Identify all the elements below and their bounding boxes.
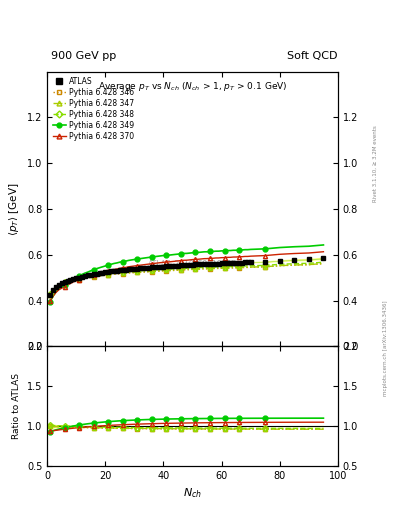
Text: Average $p_T$ vs $N_{ch}$ ($N_{ch}$ > 1, $p_T$ > 0.1 GeV): Average $p_T$ vs $N_{ch}$ ($N_{ch}$ > 1,… [98, 80, 287, 93]
Text: mcplots.cern.ch [arXiv:1306.3436]: mcplots.cern.ch [arXiv:1306.3436] [383, 301, 387, 396]
Y-axis label: $\langle p_T \rangle$ [GeV]: $\langle p_T \rangle$ [GeV] [7, 182, 21, 236]
Text: 900 GeV pp: 900 GeV pp [51, 51, 116, 61]
Y-axis label: Ratio to ATLAS: Ratio to ATLAS [12, 373, 21, 439]
Legend: ATLAS, Pythia 6.428 346, Pythia 6.428 347, Pythia 6.428 348, Pythia 6.428 349, P: ATLAS, Pythia 6.428 346, Pythia 6.428 34… [51, 75, 136, 142]
X-axis label: $N_{ch}$: $N_{ch}$ [183, 486, 202, 500]
Text: Rivet 3.1.10, ≥ 3.2M events: Rivet 3.1.10, ≥ 3.2M events [373, 125, 378, 202]
Text: Soft QCD: Soft QCD [288, 51, 338, 61]
Text: ATLAS_2010_S8918562: ATLAS_2010_S8918562 [148, 260, 237, 268]
